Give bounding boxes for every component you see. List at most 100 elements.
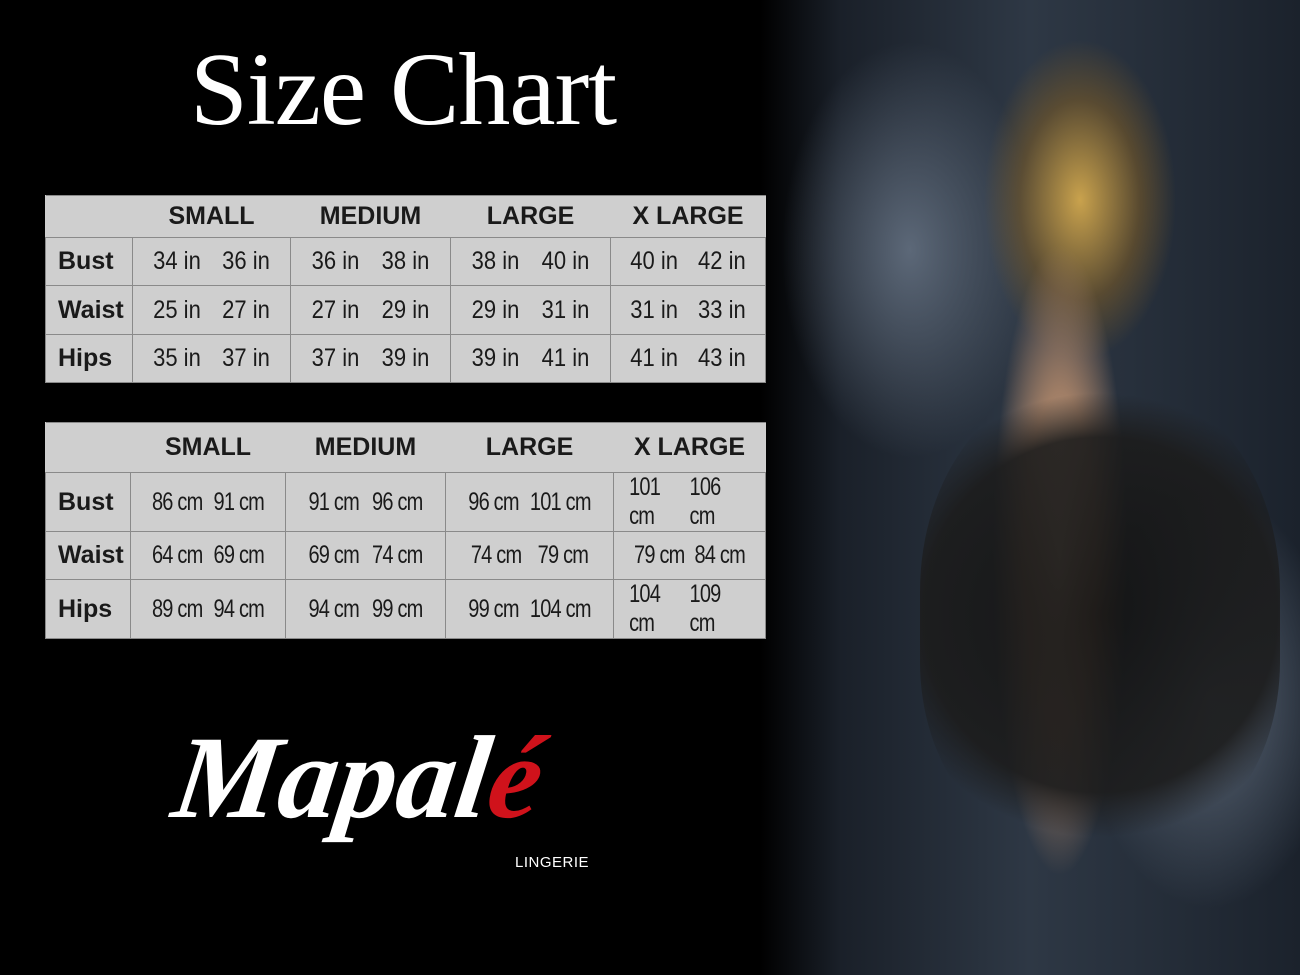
- size-range-cell: 39 in 41 in: [450, 333, 611, 384]
- measurement-value: 94 cm: [213, 594, 265, 623]
- measurement-value: 64 cm: [151, 541, 203, 569]
- size-range-cell: 34 in 36 in: [132, 237, 291, 287]
- size-range-cell: 36 in 38 in: [290, 237, 451, 287]
- measurement-value: 36 in: [311, 247, 360, 276]
- size-range-cell: 29 in 31 in: [450, 285, 611, 335]
- size-header: SMALL: [132, 194, 291, 239]
- measurement-value: 35 in: [153, 343, 201, 372]
- measurement-value: 109 cm: [689, 580, 722, 637]
- measurement-value: 99 cm: [372, 594, 423, 623]
- measurement-value: 69 cm: [308, 541, 359, 569]
- size-header: MEDIUM: [290, 194, 451, 239]
- table-row: Hips 89 cm 94 cm 94 cm 99 cm 99 cm 104 cm 104 c…: [45, 579, 766, 639]
- measurement-value: 25 in: [153, 295, 201, 324]
- logo-text: Mapal: [165, 712, 499, 843]
- measurement-value: 27 in: [222, 295, 270, 324]
- measurement-value: 96 cm: [372, 487, 423, 516]
- size-range-cell: 79 cm 84 cm: [613, 531, 766, 580]
- header-empty: [45, 422, 131, 473]
- measurement-value: 99 cm: [468, 594, 519, 623]
- logo-subtitle: LINGERIE: [515, 854, 590, 871]
- size-range-cell: 69 cm 74 cm: [285, 531, 446, 580]
- size-range-cell: 96 cm 101 cm: [445, 472, 614, 532]
- measurement-value: 84 cm: [694, 541, 745, 569]
- measurement-value: 41 in: [541, 343, 590, 372]
- measurement-label: Waist: [45, 285, 133, 335]
- size-header: X LARGE: [610, 194, 766, 239]
- measurement-value: 37 in: [222, 343, 270, 372]
- page-title: Size Chart: [190, 32, 617, 147]
- measurement-value: 106 cm: [689, 473, 722, 530]
- size-range-cell: 94 cm 99 cm: [285, 579, 446, 639]
- measurement-value: 101 cm: [629, 473, 661, 530]
- measurement-value: 27 in: [311, 295, 360, 324]
- measurement-value: 39 in: [471, 343, 520, 372]
- measurement-value: 41 in: [630, 343, 678, 372]
- measurement-value: 79 cm: [634, 541, 685, 569]
- size-range-cell: 38 in 40 in: [450, 237, 611, 287]
- size-range-cell: 86 cm 91 cm: [130, 472, 286, 532]
- table-row: Waist 25 in 27 in 27 in 29 in 29 in 31 in 31 in…: [45, 285, 766, 335]
- measurement-value: 31 in: [630, 295, 678, 324]
- measurement-value: 40 in: [541, 247, 590, 276]
- measurement-value: 43 in: [698, 343, 746, 372]
- measurement-label: Hips: [45, 333, 133, 384]
- measurement-value: 74 cm: [470, 541, 522, 569]
- size-table-inches: SMALL MEDIUM LARGE X LARGE Bust 34 in 36 in 36 …: [45, 194, 766, 384]
- measurement-value: 104 cm: [529, 594, 592, 623]
- measurement-value: 79 cm: [537, 541, 589, 569]
- table-row: Waist 64 cm 69 cm 69 cm 74 cm 74 cm 79 cm 79 cm…: [45, 531, 766, 580]
- measurement-value: 37 in: [311, 343, 360, 372]
- table-row: Hips 35 in 37 in 37 in 39 in 39 in 41 in 41 in 4…: [45, 333, 766, 384]
- size-range-cell: 35 in 37 in: [132, 333, 291, 384]
- table-row: Bust 86 cm 91 cm 91 cm 96 cm 96 cm 101 cm 101 c…: [45, 472, 766, 532]
- measurement-value: 40 in: [630, 247, 678, 276]
- size-range-cell: 37 in 39 in: [290, 333, 451, 384]
- measurement-value: 94 cm: [308, 594, 359, 623]
- size-header: X LARGE: [613, 422, 766, 473]
- size-range-cell: 27 in 29 in: [290, 285, 451, 335]
- size-table-cm: SMALL MEDIUM LARGE X LARGE Bust 86 cm 91 cm 91 …: [45, 422, 766, 639]
- measurement-label: Waist: [45, 531, 131, 580]
- measurement-value: 34 in: [153, 247, 201, 276]
- measurement-label: Bust: [45, 237, 133, 287]
- size-range-cell: 74 cm 79 cm: [445, 531, 614, 580]
- size-range-cell: 41 in 43 in: [610, 333, 766, 384]
- size-header: SMALL: [130, 422, 286, 473]
- measurement-value: 38 in: [381, 247, 430, 276]
- measurement-value: 86 cm: [151, 487, 203, 516]
- measurement-value: 39 in: [381, 343, 430, 372]
- size-header: LARGE: [450, 194, 611, 239]
- measurement-value: 89 cm: [151, 594, 203, 623]
- measurement-value: 36 in: [222, 247, 270, 276]
- measurement-value: 33 in: [698, 295, 746, 324]
- measurement-value: 91 cm: [308, 487, 359, 516]
- measurement-value: 29 in: [381, 295, 430, 324]
- measurement-value: 29 in: [471, 295, 520, 324]
- size-range-cell: 40 in 42 in: [610, 237, 766, 287]
- measurement-value: 96 cm: [468, 487, 519, 516]
- size-header: LARGE: [445, 422, 614, 473]
- size-range-cell: 91 cm 96 cm: [285, 472, 446, 532]
- size-range-cell: 25 in 27 in: [132, 285, 291, 335]
- header-empty: [45, 194, 133, 239]
- measurement-label: Hips: [45, 579, 131, 639]
- measurement-label: Bust: [45, 472, 131, 532]
- measurement-value: 101 cm: [529, 487, 592, 516]
- header-row: SMALL MEDIUM LARGE X LARGE: [45, 194, 766, 239]
- size-range-cell: 101 cm 106 cm: [613, 472, 766, 532]
- measurement-value: 31 in: [541, 295, 590, 324]
- measurement-value: 74 cm: [372, 541, 423, 569]
- size-header: MEDIUM: [285, 422, 446, 473]
- table-row: Bust 34 in 36 in 36 in 38 in 38 in 40 in 40 in 4…: [45, 237, 766, 287]
- size-range-cell: 99 cm 104 cm: [445, 579, 614, 639]
- measurement-value: 69 cm: [213, 541, 265, 569]
- measurement-value: 104 cm: [629, 580, 661, 637]
- measurement-value: 42 in: [698, 247, 746, 276]
- measurement-value: 91 cm: [213, 487, 265, 516]
- brand-logo: Mapalé: [165, 710, 552, 846]
- header-row: SMALL MEDIUM LARGE X LARGE: [45, 422, 766, 473]
- size-range-cell: 31 in 33 in: [610, 285, 766, 335]
- size-range-cell: 104 cm 109 cm: [613, 579, 766, 639]
- size-range-cell: 64 cm 69 cm: [130, 531, 286, 580]
